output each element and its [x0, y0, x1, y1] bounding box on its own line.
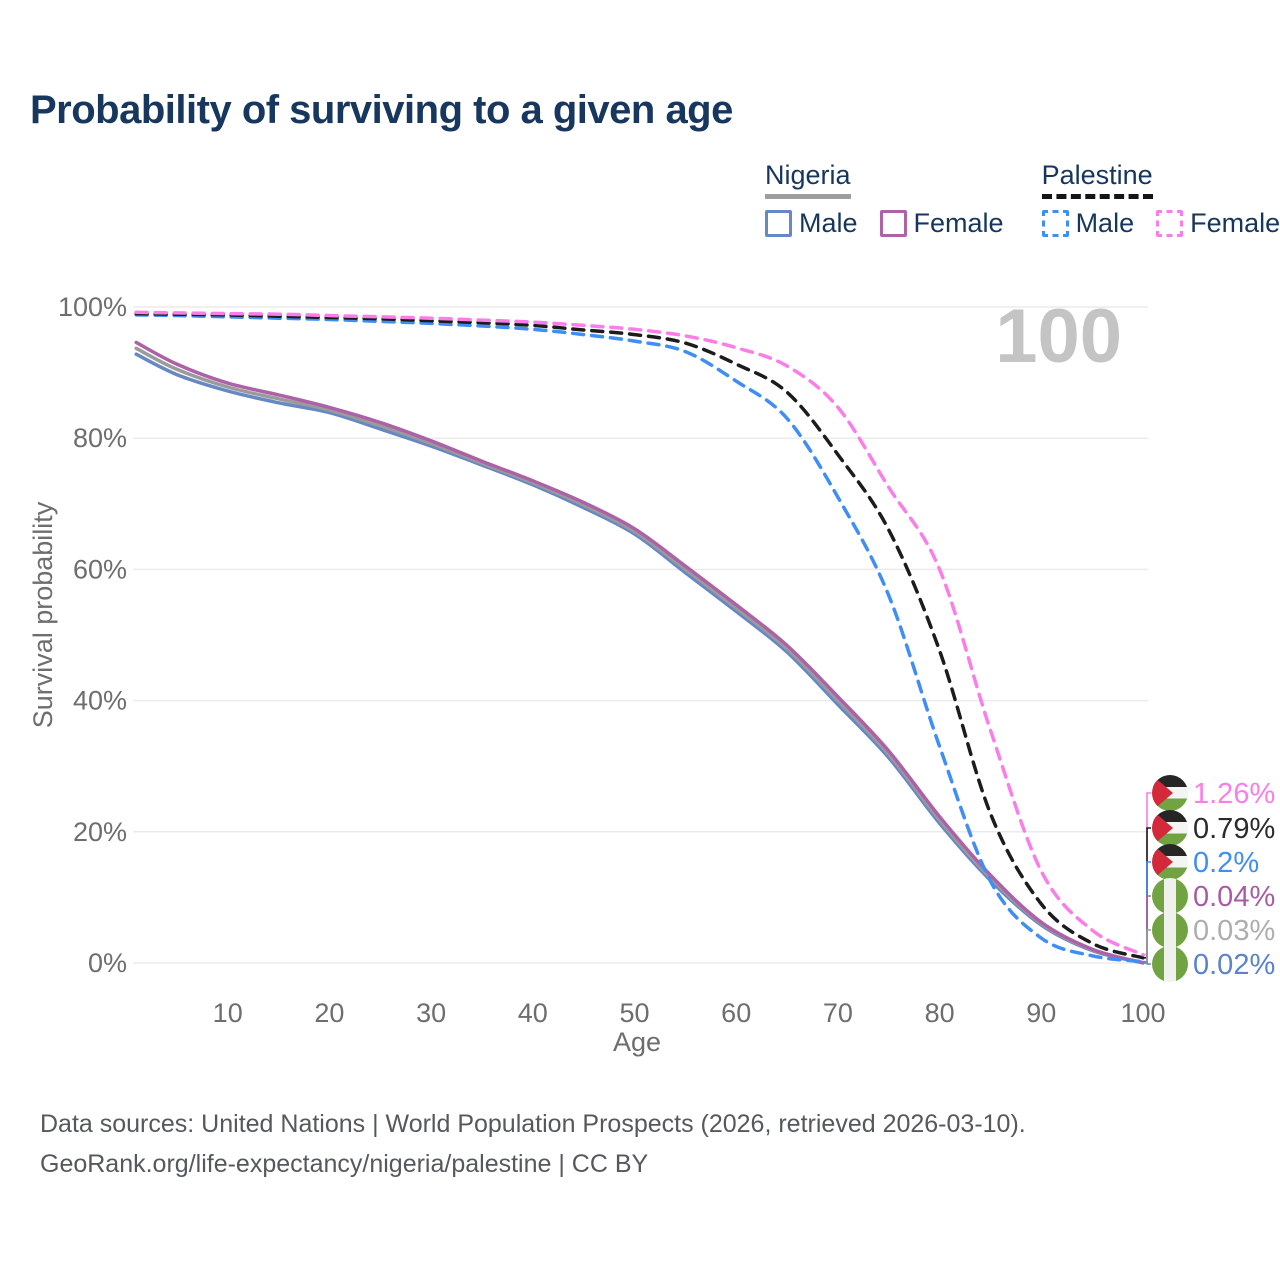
age-counter-watermark: 100	[995, 294, 1122, 379]
line-palestine-both[interactable]	[134, 311, 1145, 960]
gridlines	[133, 306, 1148, 964]
line-palestine-female[interactable]	[134, 310, 1145, 957]
legend-checkbox-icon[interactable]	[765, 210, 792, 237]
end-label-nigeria-female: 0.04%	[1193, 881, 1275, 913]
page-title: Probability of surviving to a given age	[30, 88, 733, 132]
x-tick-label: 80	[925, 998, 955, 1028]
y-tick-label: 80%	[73, 423, 127, 453]
y-tick-label: 100%	[58, 292, 127, 322]
end-label-palestine-both: 0.79%	[1193, 813, 1275, 845]
legend-checkbox-icon[interactable]	[1041, 210, 1069, 237]
x-tick-label: 40	[518, 998, 548, 1028]
x-tick-label: 10	[213, 998, 243, 1028]
end-label-nigeria-both: 0.03%	[1193, 915, 1275, 947]
end-value-labels: 1.26%0.79%0.2%0.04%0.03%0.02%	[1143, 775, 1275, 982]
legend-country-nigeria[interactable]: Nigeria	[765, 160, 851, 199]
end-label-palestine-female: 1.26%	[1193, 778, 1275, 810]
end-label-palestine-male: 0.2%	[1193, 847, 1259, 879]
legend-group-palestine: Palestine Male Female	[1041, 160, 1280, 239]
footer: Data sources: United Nations | World Pop…	[40, 1104, 1026, 1184]
x-tick-label: 50	[619, 998, 649, 1028]
footer-attribution: GeoRank.org/life-expectancy/nigeria/pale…	[40, 1150, 649, 1178]
legend-label: Male	[799, 208, 858, 238]
legend-items-row: Male Female	[765, 208, 1004, 239]
x-tick-label: 100	[1120, 998, 1165, 1028]
y-tick-label: 20%	[73, 817, 127, 847]
y-tick-label: 40%	[73, 686, 127, 716]
x-tick-label: 20	[314, 998, 344, 1028]
legend-items-row: Male Female	[1041, 208, 1280, 239]
x-tick-label: 90	[1026, 998, 1056, 1028]
line-nigeria-both[interactable]	[134, 346, 1145, 965]
x-axis-ticks: 10 20 30 40 50 60 70 80 90 100	[213, 998, 1166, 1028]
legend-country-palestine[interactable]: Palestine	[1041, 160, 1153, 199]
flag-palestine-icon	[1152, 810, 1188, 846]
y-tick-label: 60%	[73, 554, 127, 584]
x-tick-label: 30	[416, 998, 446, 1028]
x-tick-label: 60	[721, 998, 751, 1028]
line-palestine-male[interactable]	[134, 313, 1145, 964]
line-nigeria-female[interactable]	[134, 340, 1145, 965]
series-lines	[134, 310, 1145, 965]
footer-sources: Data sources: United Nations | World Pop…	[40, 1110, 1026, 1138]
legend-label: Female	[913, 208, 1004, 238]
flag-palestine-icon	[1152, 775, 1188, 811]
end-label-nigeria-male: 0.02%	[1193, 949, 1275, 981]
flag-palestine-icon	[1152, 844, 1188, 880]
legend-label: Female	[1190, 208, 1280, 238]
legend-checkbox-icon[interactable]	[879, 210, 907, 237]
x-tick-label: 70	[823, 998, 853, 1028]
leader-line	[1143, 962, 1151, 965]
flag-nigeria-icon	[1152, 946, 1188, 982]
flag-nigeria-icon	[1152, 912, 1188, 948]
y-axis-ticks: 0% 20% 40% 60% 80% 100%	[58, 292, 127, 978]
legend-checkbox-icon[interactable]	[1156, 210, 1184, 237]
legend: Nigeria Male Female Palestine Male Female	[765, 160, 1280, 239]
y-axis-title: Survival probability	[28, 501, 58, 728]
flag-nigeria-icon	[1152, 878, 1188, 914]
y-tick-label: 0%	[88, 948, 127, 978]
x-axis-title: Age	[613, 1027, 661, 1057]
legend-item-nigeria-male[interactable]: Male	[765, 208, 858, 239]
legend-item-palestine-female[interactable]: Female	[1156, 208, 1280, 239]
line-nigeria-male[interactable]	[134, 352, 1145, 965]
legend-item-palestine-male[interactable]: Male	[1041, 208, 1135, 239]
legend-label: Male	[1075, 208, 1135, 238]
legend-group-nigeria: Nigeria Male Female	[765, 160, 1004, 239]
legend-item-nigeria-female[interactable]: Female	[879, 208, 1004, 239]
